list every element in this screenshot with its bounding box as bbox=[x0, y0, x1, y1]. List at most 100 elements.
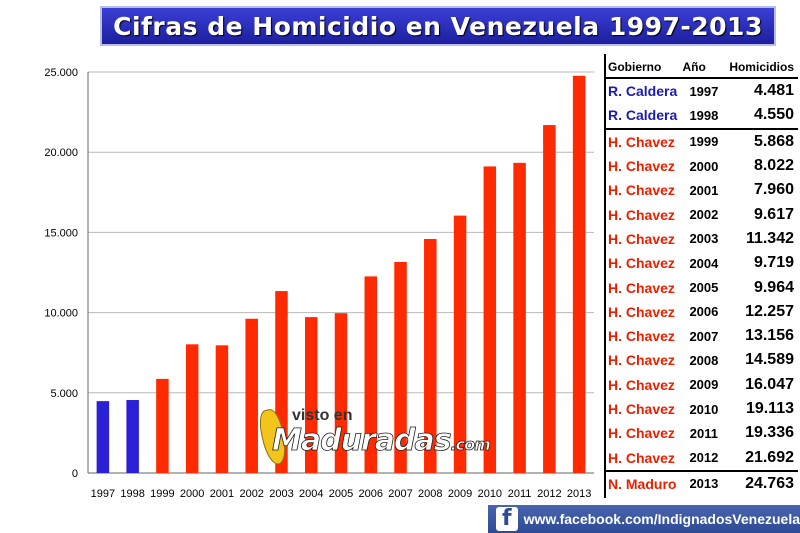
x-tick-label: 2004 bbox=[299, 488, 323, 500]
cell-homicidios: 13.156 bbox=[745, 327, 794, 345]
table-frame bbox=[604, 54, 800, 498]
cell-homicidios: 21.692 bbox=[745, 448, 794, 466]
bar-2009 bbox=[453, 215, 467, 473]
cell-gobierno: H. Chavez bbox=[608, 255, 675, 272]
table-row: H. Chavez 2008 14.589 bbox=[606, 348, 798, 372]
table-row: H. Chavez 2000 8.022 bbox=[606, 154, 798, 178]
cell-ano: 2002 bbox=[689, 207, 719, 223]
x-tick-label: 2000 bbox=[180, 488, 204, 500]
bar-2013 bbox=[572, 75, 586, 473]
header-ano: Año bbox=[680, 56, 728, 79]
facebook-banner[interactable]: f www.facebook.com/IndignadosVenezuela bbox=[488, 505, 800, 533]
cell-ano: 2012 bbox=[689, 450, 719, 466]
table-row: H. Chavez 2006 12.257 bbox=[606, 300, 798, 324]
cell-homicidios: 19.336 bbox=[745, 424, 794, 442]
bar-2002 bbox=[245, 318, 258, 473]
homicide-table: Gobierno Año Homicidios R. Caldera 1997 4.… bbox=[606, 56, 798, 497]
x-tick-label: 2011 bbox=[508, 488, 532, 500]
cell-homicidios: 8.022 bbox=[753, 157, 794, 175]
table-row: H. Chavez 2011 19.336 bbox=[606, 421, 798, 445]
cell-ano: 1998 bbox=[689, 107, 719, 123]
x-tick-label: 2001 bbox=[210, 488, 234, 500]
table-row: H. Chavez 2004 9.719 bbox=[606, 251, 798, 275]
bar-1997 bbox=[96, 401, 110, 473]
cell-homicidios: 16.047 bbox=[745, 375, 794, 393]
y-tick-label: 0 bbox=[72, 468, 78, 480]
bar-2010 bbox=[483, 166, 497, 473]
cell-homicidios: 7.960 bbox=[753, 181, 794, 199]
bar-2008 bbox=[424, 238, 437, 473]
x-tick-label: 2008 bbox=[418, 488, 442, 500]
header-homicidios: Homicidios bbox=[727, 56, 798, 79]
cell-homicidios: 11.342 bbox=[745, 229, 794, 247]
cell-gobierno: H. Chavez bbox=[608, 328, 675, 345]
watermark-suffix: .com bbox=[450, 435, 491, 455]
cell-gobierno: R. Caldera bbox=[608, 83, 678, 100]
table-row: H. Chavez 2003 11.342 bbox=[606, 227, 798, 251]
x-tick-label: 2012 bbox=[537, 488, 561, 500]
bar-2000 bbox=[185, 344, 199, 473]
cell-gobierno: H. Chavez bbox=[608, 182, 675, 199]
x-tick-label: 2006 bbox=[359, 488, 383, 500]
y-tick-label: 15.000 bbox=[44, 227, 78, 239]
table-row: H. Chavez 2007 13.156 bbox=[606, 324, 798, 348]
bar-2005 bbox=[334, 313, 348, 473]
cell-gobierno: H. Chavez bbox=[606, 127, 681, 154]
cell-ano: 2003 bbox=[689, 231, 719, 247]
cell-ano: 1999 bbox=[680, 127, 728, 154]
header-gobierno: Gobierno bbox=[606, 56, 681, 79]
table-row: H. Chavez 2009 16.047 bbox=[606, 373, 798, 397]
bar-chart: 0 5.000 10.000 15.000 20.000 25.000 1997 1998 19… bbox=[44, 67, 594, 500]
cell-gobierno: H. Chavez bbox=[608, 352, 675, 369]
cell-homicidios: 9.617 bbox=[753, 205, 794, 223]
table-row: H. Chavez 2002 9.617 bbox=[606, 202, 798, 226]
x-tick-label: 1998 bbox=[120, 488, 144, 500]
cell-homicidios: 12.257 bbox=[745, 302, 794, 320]
table-row: N. Maduro 2013 24.763 bbox=[606, 469, 798, 497]
table-row: R. Caldera 1998 4.550 bbox=[606, 103, 798, 128]
x-tick-label: 2009 bbox=[448, 488, 472, 500]
cell-homicidios: 19.113 bbox=[745, 400, 794, 417]
table-header-row: Gobierno Año Homicidios bbox=[606, 56, 798, 79]
cell-gobierno: H. Chavez bbox=[608, 230, 675, 247]
watermark-small-text: visto en bbox=[292, 407, 353, 424]
x-tick-label: 2002 bbox=[239, 488, 263, 500]
bar-1998 bbox=[126, 400, 139, 473]
table-row: H. Chavez 2010 19.113 bbox=[606, 397, 798, 421]
cell-ano: 2004 bbox=[689, 255, 719, 271]
facebook-url[interactable]: www.facebook.com/IndignadosVenezuela bbox=[523, 511, 800, 527]
cell-gobierno: H. Chavez bbox=[608, 376, 675, 393]
cell-gobierno: R. Caldera bbox=[608, 107, 678, 124]
x-tick-label: 1999 bbox=[150, 488, 174, 500]
cell-ano: 2008 bbox=[689, 352, 719, 368]
x-tick-label: 2013 bbox=[567, 488, 591, 500]
cell-ano: 2005 bbox=[689, 280, 719, 296]
cell-ano: 2013 bbox=[680, 469, 728, 497]
x-tick-label: 2007 bbox=[388, 488, 412, 500]
cell-gobierno: H. Chavez bbox=[608, 401, 675, 417]
cell-gobierno: H. Chavez bbox=[608, 449, 675, 466]
cell-homicidios: 24.763 bbox=[727, 469, 798, 497]
cell-ano: 2007 bbox=[689, 328, 719, 344]
cell-ano: 2011 bbox=[689, 425, 718, 441]
chart-title-bar: Cifras de Homicidio en Venezuela 1997-20… bbox=[100, 6, 776, 46]
cell-gobierno: H. Chavez bbox=[608, 158, 675, 175]
bar-2004 bbox=[304, 317, 318, 473]
cell-ano: 2010 bbox=[689, 401, 719, 417]
cell-homicidios: 9.719 bbox=[753, 254, 794, 272]
watermark-brand: Maduradas.com bbox=[272, 423, 492, 459]
cell-ano: 1997 bbox=[689, 83, 719, 99]
bar-2011 bbox=[513, 162, 526, 473]
cell-gobierno: N. Maduro bbox=[606, 469, 681, 497]
cell-gobierno: H. Chavez bbox=[608, 425, 675, 442]
chart-title: Cifras de Homicidio en Venezuela 1997-20… bbox=[113, 11, 763, 41]
cell-ano: 2001 bbox=[689, 182, 719, 198]
cell-gobierno: H. Chavez bbox=[608, 206, 675, 223]
x-tick-label: 1997 bbox=[91, 488, 115, 500]
bar-1999 bbox=[156, 378, 169, 473]
x-tick-label: 2003 bbox=[269, 488, 293, 500]
bar-2007 bbox=[394, 261, 407, 473]
facebook-icon: f bbox=[496, 506, 518, 531]
cell-gobierno: H. Chavez bbox=[608, 303, 675, 320]
cell-homicidios: 14.589 bbox=[745, 351, 794, 369]
